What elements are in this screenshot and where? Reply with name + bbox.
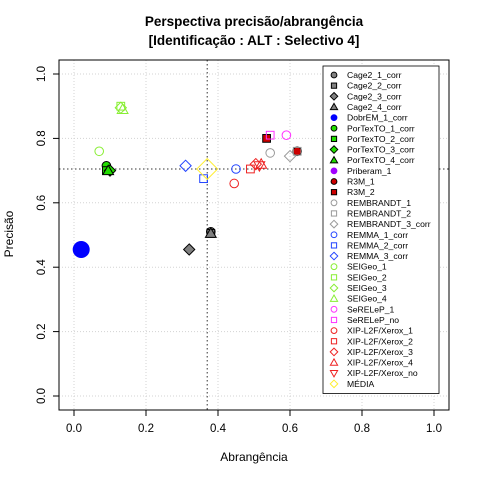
data-point [116,103,129,114]
legend-marker [330,263,338,271]
legend-marker [330,327,338,335]
plot-border [58,59,450,411]
data-point [72,240,90,258]
legend-marker [330,242,338,249]
y-tick-label: 0.8 [36,130,48,146]
y-axis-label: Precisão [2,210,16,257]
x-tick-label: 1.0 [426,423,442,435]
legend-marker [330,274,338,281]
legend-label: REMMA_2_corr [347,240,408,250]
legend-label: PorTexTO_3_corr [347,145,415,155]
x-tick-label: 0.4 [210,423,227,435]
chart-title: Perspectiva precisão/abrangência [145,14,364,29]
data-point [94,146,104,157]
legend-label: PorTexTO_2_corr [347,134,415,144]
legend-marker [330,231,338,239]
data-point [204,227,218,238]
legend-marker [330,82,338,89]
legend-label: SeRELeP_1 [347,304,395,314]
legend-label: Priberam_1 [347,166,392,176]
data-point [182,243,196,256]
legend-label: REMMA_3_corr [347,251,408,261]
legend-label: Cage2_2_corr [347,81,402,91]
axes: 0.0 0.2 0.4 0.6 0.8 1.0 0.0 0.2 0.4 0.6 0.8 1.0 [36,66,442,435]
legend-marker [329,145,339,155]
data-point [253,161,266,173]
legend-label: PorTexTO_4_corr [347,155,415,165]
legend-marker [330,124,338,132]
x-tick-label: 0.2 [138,423,154,435]
legend-marker [330,167,338,175]
legend-marker [330,114,338,121]
y-tick-label: 1.0 [36,66,48,82]
y-tick-label: 0.2 [36,324,48,340]
data-points [72,101,303,258]
legend-marker [329,347,339,357]
legend-marker [329,283,339,293]
legend-marker [330,210,338,217]
legend-label: XIP-L2F/Xerox_2 [347,336,413,346]
data-point [283,149,297,163]
legend-marker [329,379,339,389]
legend-label: DobrEM_1_corr [347,113,408,123]
legend-label: XIP-L2F/Xerox_4 [347,358,413,368]
x-axis-label: Abrangência [220,450,288,464]
legend-label: SEIGeo_2 [347,272,387,282]
legend-marker [329,102,339,111]
legend-marker [330,71,338,79]
legend-marker [329,251,339,261]
data-point [265,148,276,158]
legend-marker [330,316,338,324]
legend-label: Cage2_3_corr [347,91,402,101]
legend-label: REMBRANDT_1 [347,198,411,208]
x-tick-label: 0.0 [66,423,82,435]
data-point [231,164,241,174]
legend-label: R3M_2 [347,187,375,197]
legend-marker [329,155,339,164]
legend-label: Cage2_1_corr [347,70,402,80]
chart-subtitle: [Identificação : ALT : Selectivo 4] [149,33,360,48]
x-tick-label: 0.6 [282,423,298,435]
legend-label: SEIGeo_4 [347,294,387,304]
legend-marker [330,135,338,143]
legend-label: SEIGeo_3 [347,283,387,293]
legend-label: XIP-L2F/Xerox_3 [347,347,413,357]
legend-label: REMBRANDT_3_corr [347,219,431,229]
legend-marker [329,369,339,378]
data-point [292,146,302,156]
legend-label: R3M_1 [347,177,375,187]
legend-marker [329,219,339,229]
data-point [196,157,219,181]
legend: Cage2_1_corrCage2_2_corrCage2_3_corrCage… [322,65,440,394]
legend-label: SEIGeo_1 [347,262,387,272]
legend-label: XIP-L2F/Xerox_no [347,368,418,378]
legend-marker [330,338,338,345]
legend-label: XIP-L2F/Xerox_1 [347,326,413,336]
y-tick-label: 0.0 [36,388,48,404]
legend-label: PorTexTO_1_corr [347,123,415,133]
legend-marker [330,189,338,196]
data-point [281,130,292,140]
legend-marker [329,91,339,101]
legend-label: REMMA_1_corr [347,230,408,240]
legend-label: Cage2_4_corr [347,102,402,112]
legend-label: SeRELeP_no [347,315,399,325]
legend-marker [329,357,339,366]
legend-box [322,65,440,394]
legend-marker [330,178,338,185]
legend-marker [330,305,338,313]
x-tick-label: 0.8 [354,423,370,435]
data-point [229,178,239,189]
data-point [179,159,192,173]
y-tick-label: 0.6 [36,195,48,211]
data-point [265,130,275,140]
legend-label: MÉDIA [347,379,374,389]
legend-marker [329,294,339,302]
y-tick-label: 0.4 [36,259,48,276]
legend-label: REMBRANDT_2 [347,208,411,218]
legend-marker [330,199,338,207]
data-point [246,164,255,174]
data-point [101,164,115,176]
